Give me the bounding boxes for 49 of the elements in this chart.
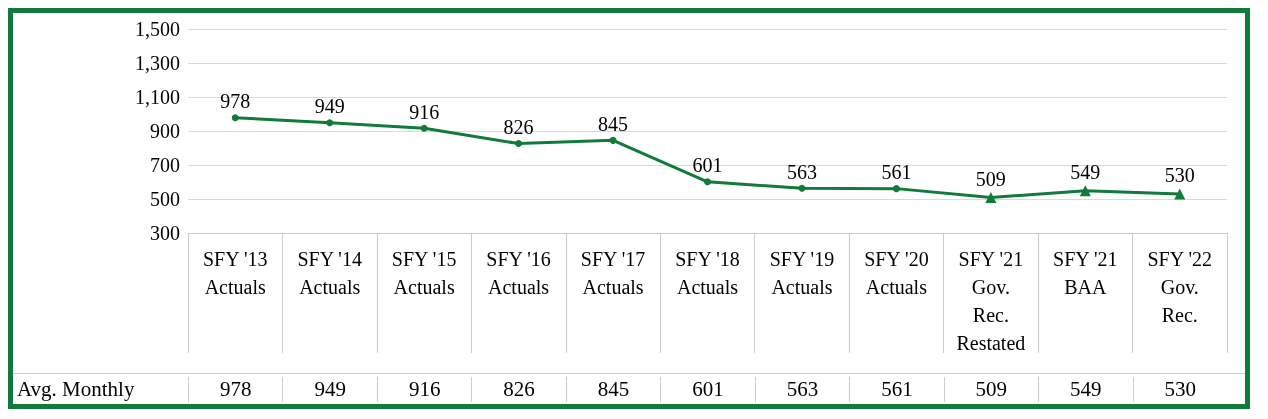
data-label: 916	[376, 376, 472, 402]
data-label: 949	[282, 376, 377, 402]
y-tick-label: 500	[150, 188, 180, 210]
y-tick-label: 1,500	[135, 18, 180, 40]
x-tick-label: SFY '18 Actuals	[675, 248, 740, 298]
point	[231, 114, 239, 122]
point	[798, 184, 806, 192]
data-label: 509	[943, 376, 1039, 402]
data-label: 530	[1132, 376, 1227, 402]
annotation: 530	[1164, 164, 1195, 187]
data-label: 978	[188, 376, 283, 402]
annotation: 563	[786, 160, 817, 183]
y-tick-label: 1,100	[135, 86, 180, 108]
x-tick-label: SFY '16 Actuals	[486, 248, 551, 298]
x-tick-label: SFY '17 Actuals	[580, 248, 646, 298]
y-tick-label: 1,300	[135, 52, 180, 74]
point	[515, 140, 523, 148]
point	[420, 124, 428, 132]
annotation: 826	[503, 116, 534, 139]
annotation: 601	[692, 154, 723, 177]
data-label: 561	[849, 376, 944, 402]
data-label: 845	[565, 376, 661, 402]
data-label: 601	[660, 376, 755, 402]
x-tick-label: SFY '15 Actuals	[391, 248, 457, 298]
annotation: 916	[409, 100, 440, 123]
y-tick-label: 700	[150, 154, 180, 176]
point	[609, 136, 617, 144]
annotation: 845	[598, 112, 629, 135]
annotation: 509	[975, 167, 1006, 190]
annotation: 978	[220, 90, 251, 113]
data-label: 563	[754, 376, 850, 402]
y-tick-label: 300	[150, 222, 180, 244]
annotation: 949	[314, 95, 345, 118]
x-tick-label: SFY '22 Gov. Rec.	[1147, 248, 1213, 326]
annotation: 561	[881, 161, 912, 184]
y-tick-label: 900	[150, 120, 180, 142]
annotation: 549	[1070, 161, 1101, 184]
x-tick-label: SFY '13 Actuals	[202, 248, 268, 298]
x-tick-label: SFY '21 BAA	[1053, 248, 1118, 298]
text: Avg. Monthly	[16, 376, 136, 402]
point	[704, 178, 711, 186]
x-tick-label: SFY '20 Actuals	[864, 248, 929, 298]
x-tick-label: SFY '19 Actuals	[769, 248, 835, 298]
point	[892, 185, 900, 193]
x-tick-label: SFY '14 Actuals	[297, 248, 362, 298]
point	[326, 119, 334, 127]
data-label: 826	[471, 376, 566, 402]
data-label: 549	[1038, 376, 1133, 402]
x-tick-label: SFY '21 Gov. Rec. Restated	[956, 248, 1026, 354]
